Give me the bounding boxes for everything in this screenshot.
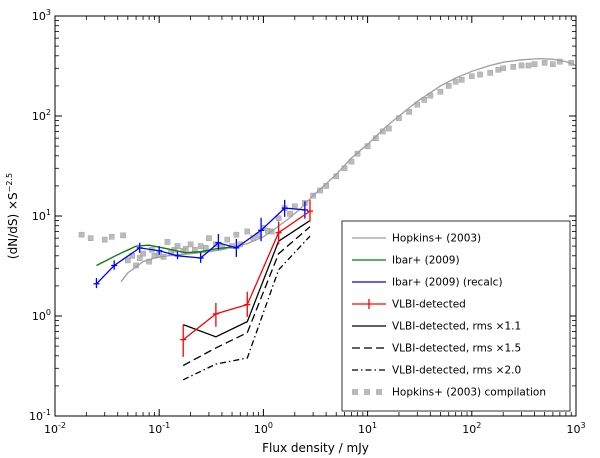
series-line-vlbi-detected-rms-1-5 [182, 226, 311, 367]
scatter-point-hopkins-2003-compilation [146, 258, 152, 265]
scatter-point-hopkins-2003-compilation [518, 62, 525, 69]
legend-label-vlbi-detected-rms-1-1: VLBI-detected, rms ×1.1 [392, 321, 521, 333]
x-tick-exponent: 3 [580, 421, 585, 430]
y-axis-label-main: (dN/dS) ×S [6, 192, 20, 259]
scatter-point-hopkins-2003-compilation [531, 61, 538, 67]
scatter-point-hopkins-2003-compilation [233, 231, 240, 238]
scatter-point-hopkins-2003-compilation [275, 215, 282, 222]
scatter-point-hopkins-2003-compilation [550, 61, 556, 67]
series-line-vlbi-detected-rms-2-0 [182, 235, 311, 381]
scatter-point-hopkins-2003-compilation [182, 245, 189, 252]
x-tick-label: 102 [462, 421, 481, 436]
scatter-point-hopkins-2003-compilation [187, 241, 194, 248]
y-tick-label: 10-1 [29, 408, 51, 423]
y-tick-label: 101 [32, 208, 51, 223]
scatter-point-hopkins-2003-compilation [202, 245, 209, 251]
legend-label-ibar-2009: Ibar+ (2009) [392, 255, 460, 267]
scatter-point-hopkins-2003-compilation [125, 257, 131, 264]
legend-frame [341, 220, 571, 412]
scatter-point-hopkins-2003-compilation [174, 243, 181, 249]
y-tick-base: 10 [32, 210, 46, 223]
x-tick-base: 10 [148, 423, 162, 436]
y-tick-exponent: -1 [43, 408, 51, 417]
scatter-point-hopkins-2003-compilation [164, 239, 171, 245]
x-tick-exponent: 0 [268, 421, 273, 430]
scatter-point-hopkins-2003-compilation [136, 255, 143, 261]
x-tick-base: 10 [566, 423, 580, 436]
x-tick-label: 103 [566, 421, 585, 436]
scatter-point-hopkins-2003-compilation [469, 73, 475, 80]
series-layer [78, 57, 577, 381]
y-tick-base: 10 [32, 110, 46, 123]
x-tick-exponent: 2 [476, 421, 481, 430]
scatter-point-hopkins-2003-compilation [406, 109, 412, 115]
scatter-point-hopkins-2003-compilation [78, 231, 85, 238]
scatter-point-hopkins-2003-compilation [487, 70, 493, 76]
scatter-point-hopkins-2003-compilation [458, 77, 465, 83]
y-axis-label-exponent: −2.5 [5, 173, 14, 192]
y-tick-base: 10 [32, 310, 46, 323]
scatter-point-hopkins-2003-compilation [120, 232, 126, 239]
scatter-point-hopkins-2003-compilation [287, 211, 293, 217]
y-tick-label: 103 [32, 8, 51, 23]
scatter-point-hopkins-2003-compilation [500, 65, 506, 72]
x-tick-exponent: -2 [58, 421, 66, 430]
scatter-point-hopkins-2003-compilation [140, 250, 146, 257]
legend-swatch-hopkins-2003-compilation [352, 389, 358, 395]
x-tick-exponent: 1 [372, 421, 377, 430]
y-tick-base: 10 [29, 410, 43, 423]
y-tick-base: 10 [32, 10, 46, 23]
y-tick-exponent: 0 [46, 308, 51, 317]
legend-label-vlbi-detected: VLBI-detected [392, 299, 466, 311]
x-tick-base: 10 [44, 423, 58, 436]
x-tick-exponent: -1 [162, 421, 170, 430]
legend-label-hopkins-2003: Hopkins+ (2003) [392, 233, 481, 245]
x-tick-label: 10-2 [44, 421, 66, 436]
y-tick-exponent: 1 [46, 208, 51, 217]
scatter-point-hopkins-2003-compilation [244, 228, 251, 235]
legend-label-hopkins-2003-compilation: Hopkins+ (2003) compilation [392, 387, 546, 399]
y-tick-label: 100 [32, 308, 51, 323]
legend-label-ibar-2009-recalc: Ibar+ (2009) (recalc) [392, 277, 503, 289]
scatter-point-hopkins-2003-compilation [437, 88, 444, 95]
y-axis-label: (dN/dS) ×S−2.5 [5, 173, 20, 259]
scatter-point-hopkins-2003-compilation [291, 203, 298, 210]
x-tick-label: 100 [254, 421, 273, 436]
y-tick-exponent: 2 [46, 108, 51, 117]
x-tick-base: 10 [358, 423, 372, 436]
scatter-point-hopkins-2003-compilation [108, 233, 115, 240]
scatter-point-hopkins-2003-compilation [477, 71, 483, 78]
series-line-vlbi-detected-rms-1-1 [182, 220, 311, 338]
legend: Hopkins+ (2003) Ibar+ (2009) Ibar+ (2009) … [341, 220, 571, 412]
x-tick-label: 10-1 [148, 421, 170, 436]
scatter-point-hopkins-2003-compilation [101, 236, 108, 243]
scatter-point-hopkins-2003-compilation [541, 60, 548, 66]
x-tick-base: 10 [254, 423, 268, 436]
scatter-point-hopkins-2003-compilation [452, 78, 459, 85]
scatter-point-hopkins-2003-compilation [87, 235, 94, 241]
legend-swatch-hopkins-2003-compilation [364, 389, 370, 395]
scatter-point-hopkins-2003-compilation [495, 66, 502, 73]
scatter-point-hopkins-2003-compilation [445, 83, 452, 89]
x-tick-label: 101 [358, 421, 377, 436]
scatter-point-hopkins-2003-compilation [197, 243, 204, 249]
y-tick-exponent: 3 [46, 8, 51, 17]
y-tick-label: 102 [32, 108, 51, 123]
scatter-point-hopkins-2003-compilation [386, 125, 392, 132]
scatter-point-hopkins-2003-compilation [206, 235, 212, 241]
x-tick-base: 10 [462, 423, 476, 436]
x-axis-label: Flux density / mJy [262, 441, 369, 455]
scatter-point-hopkins-2003-compilation [510, 64, 517, 70]
legend-label-vlbi-detected-rms-2-0: VLBI-detected, rms ×2.0 [392, 365, 521, 377]
legend-label-vlbi-detected-rms-1-5: VLBI-detected, rms ×1.5 [392, 343, 521, 355]
scatter-point-hopkins-2003-compilation [224, 236, 231, 243]
scatter-point-hopkins-2003-compilation [317, 187, 323, 194]
scatter-point-hopkins-2003-compilation [525, 62, 532, 69]
legend-swatch-hopkins-2003-compilation [376, 389, 382, 395]
